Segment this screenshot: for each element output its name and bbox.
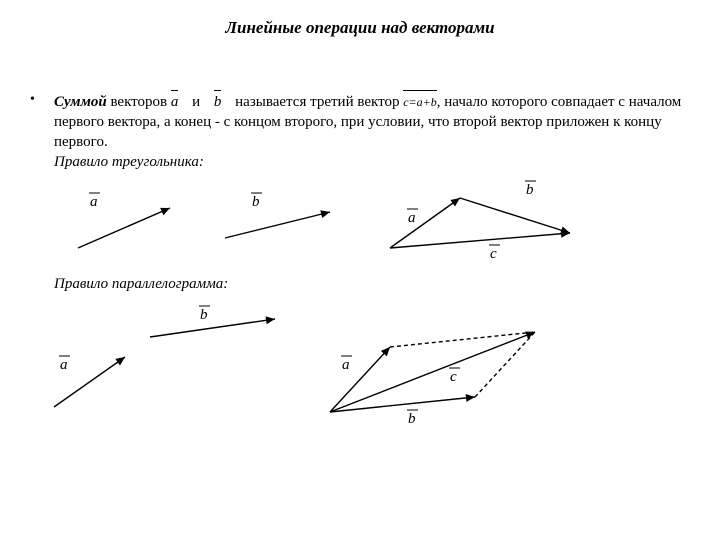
bullet-item: • Суммой векторов a и b называется трети…	[30, 90, 690, 172]
svg-text:a: a	[342, 357, 350, 373]
svg-text:c: c	[450, 369, 457, 385]
svg-text:a: a	[90, 194, 98, 210]
term-sum: Суммой	[54, 94, 107, 110]
vec-b-inline: b	[214, 90, 222, 112]
text-frag: векторов	[107, 94, 171, 110]
svg-text:c: c	[490, 246, 497, 262]
svg-text:b: b	[200, 307, 208, 323]
svg-text:b: b	[252, 194, 260, 210]
definition-paragraph: Суммой векторов a и b называется третий …	[54, 90, 690, 172]
text-frag: и	[188, 94, 204, 110]
content-block: • Суммой векторов a и b называется трети…	[30, 90, 690, 427]
vec-sum-inline: c=a+b	[403, 90, 437, 112]
parallelogram-rule-figures: a b a b c	[30, 297, 690, 427]
bullet-dot: •	[30, 90, 54, 110]
rule-triangle-label: Правило треугольника:	[54, 154, 204, 170]
vec-a-inline: a	[171, 90, 179, 112]
svg-text:b: b	[408, 411, 416, 427]
svg-text:a: a	[60, 357, 68, 373]
page-title: Линейные операции над векторами	[0, 0, 720, 38]
text-frag: называется третий вектор	[231, 94, 403, 110]
svg-text:b: b	[526, 182, 534, 198]
triangle-rule-figures: a b a b c	[30, 178, 690, 268]
svg-text:a: a	[408, 210, 416, 226]
rule-parallelogram-label: Правило параллелограмма:	[54, 276, 228, 292]
